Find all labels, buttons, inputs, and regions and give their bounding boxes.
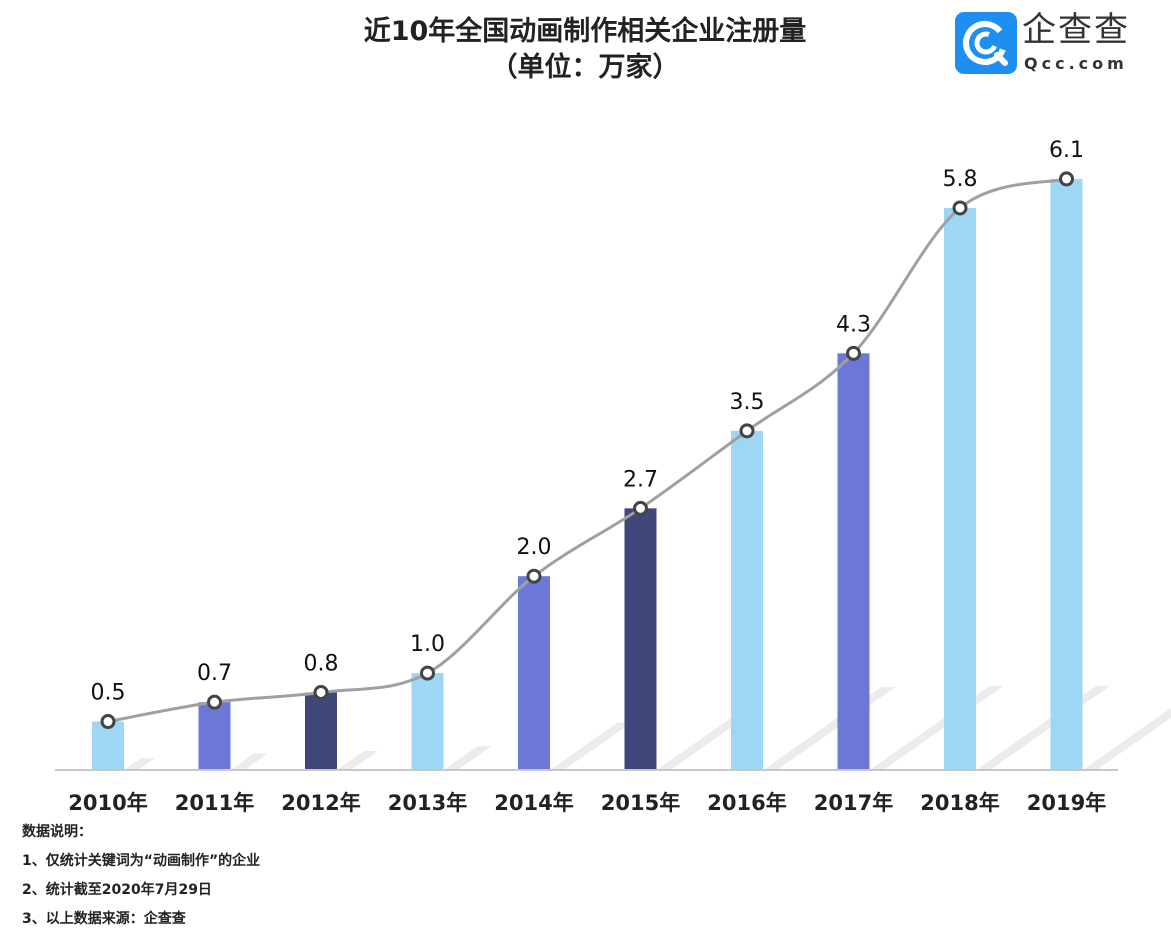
x-tick-label: 2018年 <box>920 791 999 815</box>
bar-shadow <box>1082 708 1171 770</box>
note-2: 2、统计截至2020年7月29日 <box>22 882 212 898</box>
data-label: 0.7 <box>197 661 232 686</box>
x-tick-label: 2015年 <box>601 791 680 815</box>
bar-shadow <box>550 722 632 770</box>
notes-heading: 数据说明： <box>22 824 92 840</box>
x-tick-label: 2017年 <box>814 791 893 815</box>
logo-brand: 企查查 <box>1022 10 1130 50</box>
data-label: 1.0 <box>410 632 445 657</box>
bar-shadow <box>443 746 492 770</box>
data-label: 2.7 <box>623 467 658 492</box>
bar-2010年 <box>92 721 124 770</box>
note-1: 1、仅统计关键词为“动画制作”的企业 <box>22 853 261 869</box>
bar-2011年 <box>198 702 231 770</box>
trend-line <box>107 177 1067 724</box>
data-label: 3.5 <box>730 390 765 415</box>
bar-shadow <box>337 751 379 770</box>
point-2013年 <box>420 665 435 681</box>
note-3: 3、以上数据来源：企查查 <box>22 911 186 927</box>
bar-2016年 <box>731 430 763 770</box>
data-label: 6.1 <box>1049 138 1084 163</box>
bar-2014年 <box>518 576 550 770</box>
bar-shadow <box>869 686 1004 770</box>
bar-shadow <box>230 753 269 770</box>
x-tick-label: 2019年 <box>1027 791 1106 815</box>
point-2014年 <box>526 568 542 584</box>
point-2017年 <box>846 345 861 361</box>
data-label: 2.0 <box>517 535 552 560</box>
data-label: 0.5 <box>91 681 126 706</box>
x-tick-label: 2016年 <box>707 791 786 815</box>
chart-title: 近10年全国动画制作相关企业注册量 <box>363 16 807 47</box>
point-2018年 <box>952 200 968 216</box>
bar-shadow <box>976 686 1110 770</box>
data-label: 0.8 <box>304 651 339 676</box>
bar-2012年 <box>305 692 337 770</box>
bar-2018年 <box>944 207 976 771</box>
bar-2019年 <box>1050 178 1083 770</box>
bar-shadow <box>124 758 155 770</box>
bar-2013年 <box>411 673 444 770</box>
logo-domain: Qcc.com <box>1024 54 1128 73</box>
x-tick-label: 2010年 <box>68 791 147 815</box>
point-2012年 <box>313 684 329 700</box>
x-tick-label: 2014年 <box>494 791 573 815</box>
bar-2017年 <box>837 353 870 770</box>
data-label: 5.8 <box>943 167 978 192</box>
point-2015年 <box>633 500 648 516</box>
point-2011年 <box>207 694 222 710</box>
bar-2015年 <box>624 508 657 770</box>
x-tick-label: 2011年 <box>175 791 254 815</box>
data-label: 4.3 <box>836 312 871 337</box>
qcc-logo-icon <box>955 12 1017 74</box>
point-2016年 <box>739 423 755 439</box>
chart-subtitle: （单位：万家） <box>490 52 680 83</box>
x-tick-label: 2012年 <box>281 791 360 815</box>
x-tick-label: 2013年 <box>388 791 467 815</box>
point-2010年 <box>100 714 116 730</box>
bar-shadow <box>763 686 896 770</box>
point-2019年 <box>1059 171 1074 187</box>
